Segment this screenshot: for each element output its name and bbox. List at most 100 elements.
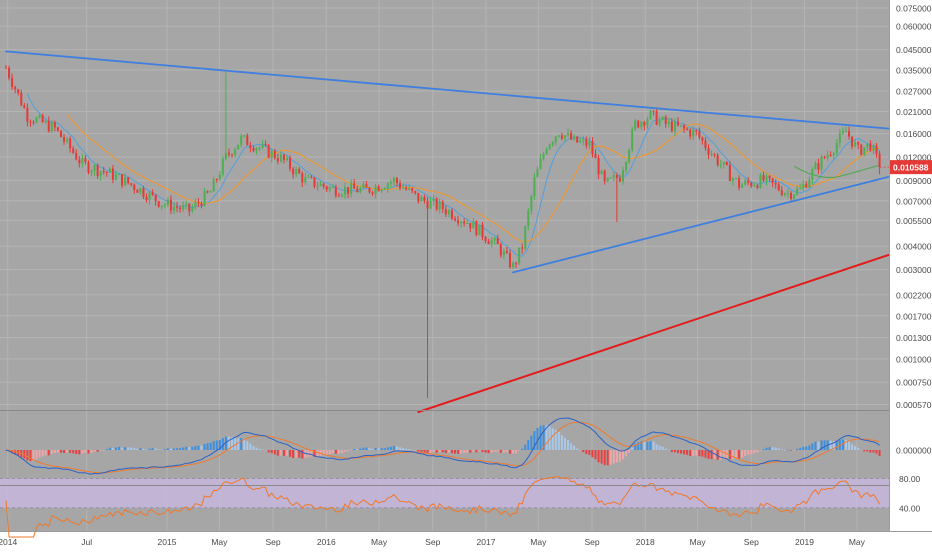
candle[interactable]	[567, 128, 570, 138]
candle[interactable]	[166, 197, 169, 207]
candle[interactable]	[783, 192, 786, 197]
candle[interactable]	[484, 235, 487, 244]
candle[interactable]	[359, 186, 362, 194]
candle[interactable]	[512, 261, 515, 270]
candle[interactable]	[741, 183, 744, 188]
candle[interactable]	[304, 172, 307, 185]
candle[interactable]	[163, 202, 166, 209]
candle[interactable]	[399, 180, 402, 191]
candle[interactable]	[142, 185, 145, 199]
candle[interactable]	[50, 120, 53, 133]
candle[interactable]	[771, 177, 774, 188]
candle[interactable]	[411, 187, 414, 194]
candle[interactable]	[756, 184, 759, 190]
trendline-lower-support[interactable]	[512, 175, 890, 274]
candle[interactable]	[643, 120, 646, 131]
candle[interactable]	[53, 120, 56, 132]
candle[interactable]	[32, 119, 35, 126]
candle[interactable]	[78, 156, 81, 168]
candle[interactable]	[298, 167, 301, 174]
candle[interactable]	[96, 163, 99, 179]
candle[interactable]	[429, 197, 432, 210]
candle[interactable]	[87, 160, 90, 175]
candle[interactable]	[35, 116, 38, 124]
candle[interactable]	[316, 181, 319, 191]
candle[interactable]	[615, 172, 618, 222]
candle[interactable]	[356, 185, 359, 193]
candle[interactable]	[5, 65, 7, 69]
candle[interactable]	[227, 148, 230, 158]
candle[interactable]	[377, 184, 380, 192]
candle[interactable]	[823, 155, 826, 160]
candle[interactable]	[234, 147, 237, 158]
candle[interactable]	[8, 65, 11, 81]
candle[interactable]	[81, 153, 84, 168]
candle[interactable]	[731, 176, 734, 186]
candle[interactable]	[432, 194, 435, 206]
candle[interactable]	[680, 125, 683, 128]
candle[interactable]	[628, 148, 631, 165]
candle[interactable]	[735, 177, 738, 180]
candle[interactable]	[273, 149, 276, 160]
candle[interactable]	[20, 89, 23, 107]
candle[interactable]	[374, 183, 377, 199]
candle[interactable]	[368, 186, 371, 194]
candle[interactable]	[588, 136, 591, 150]
candle[interactable]	[744, 178, 747, 186]
candle[interactable]	[530, 194, 533, 215]
candle[interactable]	[747, 177, 750, 186]
candle[interactable]	[59, 130, 62, 138]
candle[interactable]	[450, 208, 453, 221]
candle[interactable]	[499, 242, 502, 258]
candle[interactable]	[157, 200, 160, 208]
candle[interactable]	[353, 178, 356, 189]
candle[interactable]	[240, 133, 243, 148]
candle[interactable]	[777, 181, 780, 192]
candle[interactable]	[875, 143, 878, 158]
candle[interactable]	[380, 188, 383, 193]
candle[interactable]	[463, 218, 466, 227]
candle[interactable]	[350, 179, 353, 198]
candle[interactable]	[612, 171, 615, 182]
candle[interactable]	[661, 116, 664, 121]
candle[interactable]	[133, 183, 136, 194]
candle[interactable]	[560, 132, 563, 141]
candle[interactable]	[337, 192, 340, 197]
candle[interactable]	[872, 143, 875, 155]
candle[interactable]	[420, 195, 423, 202]
candle[interactable]	[774, 179, 777, 189]
candle[interactable]	[444, 205, 447, 217]
candle[interactable]	[90, 169, 93, 176]
candle[interactable]	[114, 170, 117, 181]
candle[interactable]	[508, 249, 511, 269]
candle[interactable]	[664, 115, 667, 128]
candle[interactable]	[814, 160, 817, 170]
candle[interactable]	[844, 126, 847, 132]
candle[interactable]	[655, 109, 658, 126]
candle[interactable]	[127, 177, 130, 185]
candle[interactable]	[93, 163, 96, 176]
candle[interactable]	[386, 182, 389, 193]
candle[interactable]	[594, 149, 597, 159]
candle[interactable]	[851, 136, 854, 150]
candle[interactable]	[649, 109, 652, 120]
candle[interactable]	[609, 176, 612, 179]
candle[interactable]	[551, 140, 554, 147]
candle[interactable]	[72, 146, 75, 155]
candle[interactable]	[539, 154, 542, 170]
trendline-long-term-support[interactable]	[417, 253, 890, 413]
candle[interactable]	[105, 171, 108, 177]
candle[interactable]	[447, 208, 450, 218]
candle[interactable]	[102, 166, 105, 175]
candle[interactable]	[292, 166, 295, 179]
candle[interactable]	[151, 189, 154, 196]
candle[interactable]	[438, 198, 441, 214]
candle[interactable]	[206, 190, 209, 194]
candle[interactable]	[765, 173, 768, 186]
candle[interactable]	[518, 247, 521, 265]
candle[interactable]	[716, 153, 719, 167]
candle[interactable]	[521, 243, 524, 254]
candle[interactable]	[289, 155, 292, 172]
candle[interactable]	[582, 136, 585, 146]
candle[interactable]	[466, 219, 469, 225]
